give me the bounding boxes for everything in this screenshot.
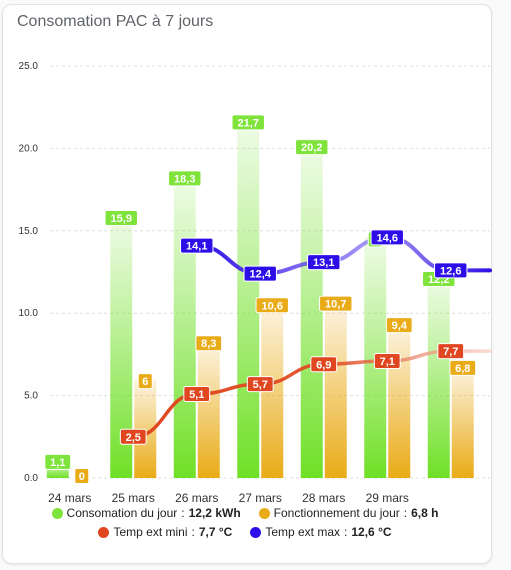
legend-name: Temp ext max xyxy=(265,525,341,539)
legend-value: 12,2 kWh xyxy=(188,506,241,520)
legend-dot-temp-min xyxy=(98,526,110,538)
bar-operation xyxy=(324,301,347,478)
data-label-operation-box xyxy=(385,317,413,334)
legend-name: Consomation du jour xyxy=(66,506,178,520)
legend-name: Fonctionnement du jour xyxy=(273,506,400,520)
legend-value: 7,7 °C xyxy=(198,525,233,539)
y-tick-label: 15.0 xyxy=(19,226,39,237)
bar-consumption xyxy=(427,276,450,478)
data-label-temp-max: 13,1 xyxy=(313,257,334,269)
card-title: Consomation PAC à 7 jours xyxy=(17,13,214,30)
bar-consumption xyxy=(173,176,196,478)
data-label-operation: 6,8 xyxy=(455,363,470,375)
bar-operation xyxy=(134,379,157,478)
data-label-temp-min-box xyxy=(437,343,465,360)
data-label-operation: 10,7 xyxy=(325,299,346,311)
data-label-temp-max-box xyxy=(243,265,277,282)
y-tick-label: 20.0 xyxy=(19,143,39,154)
legend-value: 12,6 °C xyxy=(351,525,392,539)
data-label-operation: 6 xyxy=(142,376,148,388)
data-label-operation-box xyxy=(255,297,289,314)
data-label-temp-max-box xyxy=(307,254,341,271)
data-label-operation-box xyxy=(137,373,153,390)
legend-dot-operation xyxy=(258,507,270,519)
data-label-consumption-box xyxy=(104,209,138,226)
x-tick-label: 26 mars xyxy=(175,491,218,505)
data-label-temp-max-box xyxy=(434,262,468,279)
data-label-temp-max-box xyxy=(180,237,214,254)
y-tick-label: 5.0 xyxy=(24,391,38,402)
legend-item-temp-max[interactable]: Temp ext max: 12,6 °C xyxy=(250,525,392,539)
data-label-temp-max-box xyxy=(370,229,404,246)
data-label-temp-min: 6,9 xyxy=(316,359,331,371)
data-label-operation: 10,6 xyxy=(262,300,283,312)
data-label-operation-box xyxy=(449,359,477,376)
data-label-operation: 9,4 xyxy=(392,320,408,332)
legend-value: 6,8 h xyxy=(411,506,439,520)
data-label-consumption: 18,3 xyxy=(174,173,195,185)
data-label-temp-min: 2,5 xyxy=(126,432,141,444)
bar-operation xyxy=(451,365,474,478)
data-label-consumption: 21,7 xyxy=(238,117,259,129)
legend-dot-consumption xyxy=(51,507,63,519)
data-label-consumption-box xyxy=(295,139,329,156)
bar-consumption xyxy=(110,215,133,478)
data-label-operation: 8,3 xyxy=(201,338,216,350)
x-tick-label: 27 mars xyxy=(239,491,282,505)
data-label-temp-min: 5,7 xyxy=(253,379,268,391)
data-label-temp-min-box xyxy=(183,385,211,402)
data-label-consumption: 15,9 xyxy=(111,213,132,225)
data-label-temp-min-box xyxy=(310,356,338,373)
data-label-operation-box xyxy=(319,295,353,312)
data-label-temp-max: 14,1 xyxy=(186,241,207,253)
bar-operation xyxy=(197,341,220,478)
legend-item-operation[interactable]: Fonctionnement du jour: 6,8 h xyxy=(258,506,439,520)
y-tick-label: 10.0 xyxy=(19,308,39,319)
data-label-temp-min-box xyxy=(246,376,274,393)
x-tick-label: 29 mars xyxy=(366,491,409,505)
data-label-temp-max: 14,6 xyxy=(377,232,398,244)
y-tick-label: 25.0 xyxy=(19,61,39,72)
data-label-consumption: 20,2 xyxy=(301,142,322,154)
data-label-temp-min-box xyxy=(119,428,147,445)
data-label-temp-min: 5,1 xyxy=(189,389,204,401)
data-label-consumption: 1,1 xyxy=(50,457,65,469)
x-tick-label: 28 mars xyxy=(302,491,345,505)
data-label-temp-max: 12,4 xyxy=(250,269,272,281)
legend-item-temp-min[interactable]: Temp ext mini: 7,7 °C xyxy=(98,525,232,539)
data-label-consumption-box xyxy=(44,453,72,470)
data-label-operation-box xyxy=(74,468,90,484)
data-label-operation: 0 xyxy=(79,471,85,483)
bar-operation xyxy=(388,323,411,478)
data-label-temp-min: 7,1 xyxy=(380,356,395,368)
chart-legend: Consomation du jour: 12,2 kWh Fonctionne… xyxy=(0,506,490,544)
data-label-consumption-box xyxy=(231,114,265,131)
data-label-operation-box xyxy=(195,335,223,352)
data-label-temp-min: 7,7 xyxy=(443,346,458,358)
data-label-consumption-box xyxy=(168,170,202,187)
x-tick-label: 24 mars xyxy=(48,491,91,505)
data-label-temp-min-box xyxy=(373,352,401,369)
x-tick-label: 25 mars xyxy=(112,491,155,505)
legend-name: Temp ext mini xyxy=(113,525,188,539)
data-label-temp-max: 12,6 xyxy=(440,265,461,277)
legend-item-consumption[interactable]: Consomation du jour: 12,2 kWh xyxy=(51,506,241,520)
y-tick-label: 0.0 xyxy=(24,473,38,484)
bar-consumption xyxy=(300,145,323,478)
legend-dot-temp-max xyxy=(250,526,262,538)
